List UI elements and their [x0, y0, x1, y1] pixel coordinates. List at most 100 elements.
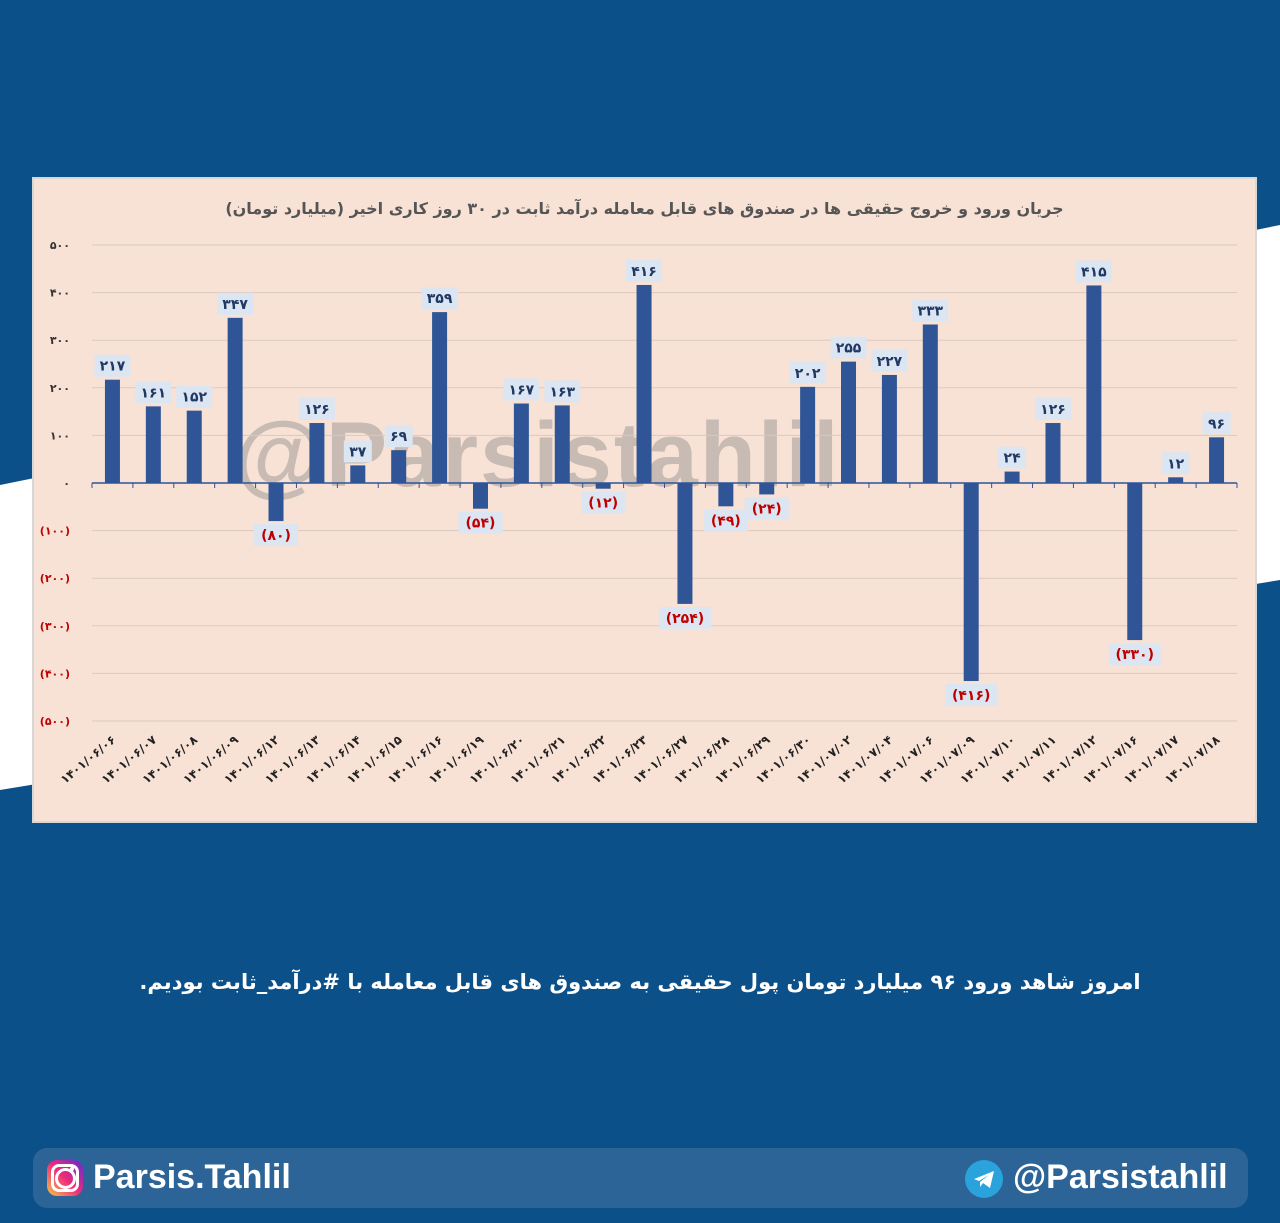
y-tick-label: ۲۰۰ — [50, 382, 70, 395]
data-label: (۴۱۶) — [952, 688, 990, 704]
data-label-box — [135, 381, 172, 404]
data-label-box — [1202, 412, 1231, 435]
bar[interactable] — [513, 403, 529, 483]
data-label-box — [703, 509, 748, 532]
data-label: ۳۵۹ — [427, 291, 453, 307]
data-label: (۸۰) — [261, 528, 291, 544]
instagram-handle[interactable]: Parsis.Tahlil — [93, 1158, 291, 1196]
bar[interactable] — [1045, 423, 1061, 483]
data-label-box — [945, 684, 998, 707]
data-label: ۲۰۲ — [795, 366, 821, 382]
data-label-box — [1161, 452, 1190, 475]
data-label-box — [789, 361, 826, 384]
data-label: (۲۴) — [752, 501, 782, 517]
bar[interactable] — [1004, 471, 1020, 483]
data-label: ۹۶ — [1208, 416, 1225, 432]
chart-title: جریان ورود و خروج حقیقی ها در صندوق های … — [225, 199, 1064, 218]
data-label: ۲۱۷ — [100, 359, 126, 375]
telegram-icon[interactable] — [965, 1160, 1003, 1198]
chart-panel: جریان ورود و خروج حقیقی ها در صندوق های … — [32, 177, 1257, 823]
data-label-box — [1108, 643, 1161, 666]
bar[interactable] — [554, 405, 570, 483]
data-label: ۱۲۶ — [1040, 402, 1066, 418]
data-label-box — [298, 398, 335, 421]
data-label-box — [544, 380, 581, 403]
bar[interactable] — [1127, 483, 1143, 641]
data-label: ۳۷ — [349, 444, 367, 460]
bar[interactable] — [145, 406, 161, 483]
bar[interactable] — [391, 450, 407, 483]
data-label-box — [626, 259, 663, 282]
bar[interactable] — [677, 483, 693, 604]
data-label-box — [1075, 260, 1112, 283]
y-tick-label: (۴۰۰) — [40, 667, 70, 680]
bar[interactable] — [800, 386, 816, 483]
data-label: ۳۴۷ — [222, 297, 248, 313]
y-tick-label: ۳۰۰ — [50, 334, 70, 347]
caption-text: امروز شاهد ورود ۹۶ میلیارد تومان پول حقی… — [139, 970, 1141, 994]
data-label: ۲۴ — [1004, 451, 1022, 467]
bar[interactable] — [963, 483, 979, 682]
bar[interactable] — [186, 410, 202, 483]
bar[interactable] — [922, 324, 938, 483]
bar[interactable] — [1086, 285, 1102, 483]
bar[interactable] — [841, 361, 857, 483]
bar[interactable] — [472, 483, 488, 509]
bar[interactable] — [759, 483, 775, 495]
bar[interactable] — [350, 465, 366, 483]
data-label: ۲۵۵ — [836, 341, 862, 357]
data-label: (۳۳۰) — [1116, 647, 1154, 663]
data-label-box — [384, 425, 413, 448]
data-label-box — [581, 491, 626, 514]
data-label: ۲۲۷ — [877, 354, 903, 370]
data-label-box — [254, 524, 299, 547]
data-label-box — [744, 497, 789, 520]
data-label: ۶۹ — [390, 429, 408, 445]
data-label: ۱۲۶ — [304, 402, 330, 418]
y-tick-label: ۱۰۰ — [50, 429, 70, 442]
data-label: (۲۵۴) — [666, 611, 704, 627]
data-label-box — [998, 446, 1027, 469]
bar-chart: ۵۰۰ ۴۰۰ ۳۰۰ ۲۰۰ ۱۰۰ ۰ (۱۰۰) (۲۰۰) (۳۰۰) (۴۰۰) (۵۰۰… — [40, 239, 1238, 787]
data-label: (۴۹) — [711, 513, 741, 529]
data-label-box — [830, 336, 867, 359]
y-tick-label: ۴۰۰ — [50, 287, 70, 300]
data-label-box — [912, 299, 949, 322]
bar[interactable] — [718, 483, 734, 507]
instagram-icon[interactable] — [47, 1160, 83, 1196]
data-label-box — [421, 287, 458, 310]
data-label: ۱۶۱ — [141, 385, 167, 401]
data-label: (۵۴) — [466, 516, 496, 532]
bar[interactable] — [432, 312, 448, 483]
bar[interactable] — [104, 379, 120, 483]
data-label: ۱۵۲ — [181, 390, 207, 406]
bar[interactable] — [1209, 437, 1225, 483]
bar[interactable] — [1168, 477, 1184, 483]
data-label: (۱۲) — [588, 496, 618, 512]
y-tick-label: (۵۰۰) — [40, 715, 70, 728]
data-label-box — [458, 511, 503, 534]
data-label: ۴۱۶ — [631, 264, 657, 280]
y-tick-label: (۳۰۰) — [40, 620, 70, 633]
data-label-box — [503, 378, 540, 401]
data-label: ۱۶۷ — [509, 383, 535, 399]
bar[interactable] — [881, 374, 897, 483]
data-label-box — [217, 292, 254, 315]
bar[interactable] — [636, 284, 652, 483]
data-label: ۴۱۵ — [1081, 264, 1107, 280]
data-label-box — [343, 440, 372, 463]
data-label-box — [658, 606, 711, 629]
data-label: ۳۳۳ — [917, 303, 943, 319]
data-label-box — [176, 385, 213, 408]
bar[interactable] — [227, 317, 243, 483]
telegram-handle[interactable]: @Parsistahlil — [1013, 1158, 1228, 1196]
bar[interactable] — [309, 423, 325, 483]
data-label-box — [1034, 398, 1071, 421]
footer-bar: Parsis.Tahlil @Parsistahlil — [33, 1148, 1248, 1208]
data-label: ۱۲ — [1167, 456, 1185, 472]
bar[interactable] — [268, 483, 284, 522]
y-tick-label: ۵۰۰ — [50, 239, 70, 252]
y-tick-label: (۲۰۰) — [40, 572, 70, 585]
bar[interactable] — [595, 483, 611, 489]
y-tick-label: (۱۰۰) — [40, 525, 70, 538]
